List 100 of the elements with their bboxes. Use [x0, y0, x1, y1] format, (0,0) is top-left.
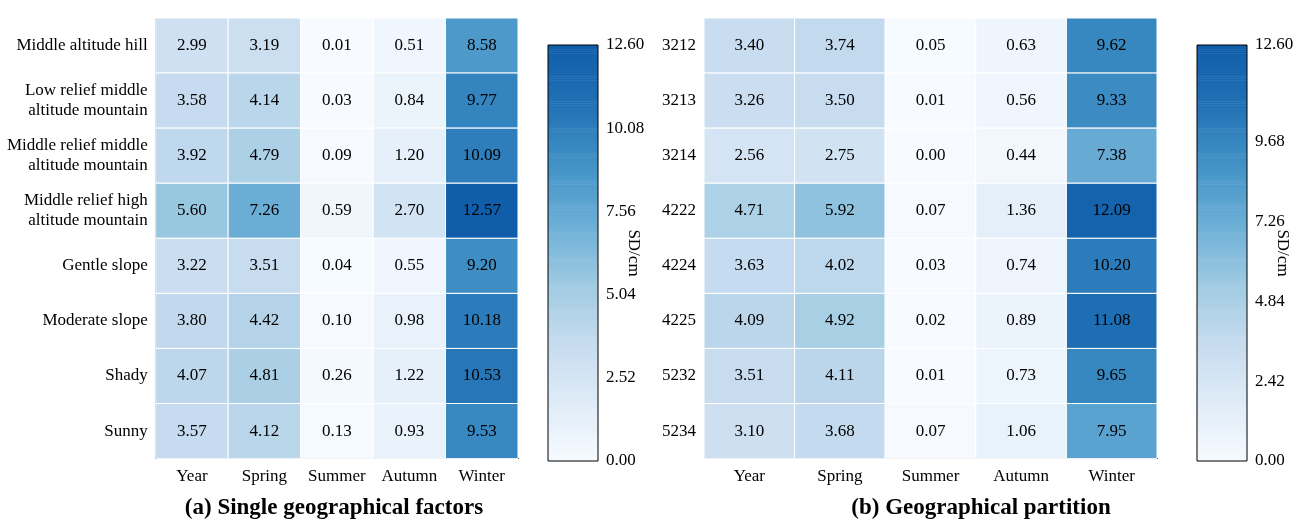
- x-tick-label: Year: [733, 466, 766, 486]
- data-label: 0.98: [394, 310, 425, 330]
- x-tick-label: Autumn: [993, 466, 1050, 486]
- data-label: 3.68: [825, 420, 855, 440]
- data-label: 4.02: [825, 255, 855, 275]
- text: (b) Geographical partition: [850, 494, 1112, 520]
- data-label: 0.03: [915, 255, 946, 275]
- data-label: 10.18: [462, 310, 501, 330]
- data-label: 0.55: [394, 255, 425, 275]
- y-tick-label: 4224: [662, 255, 697, 275]
- data-label: 3.80: [177, 310, 207, 330]
- y-tick-label: 5232: [662, 365, 696, 385]
- data-label: 0.59: [321, 200, 352, 220]
- data-label: 0.10: [321, 310, 352, 330]
- data-label: 0.01: [321, 35, 352, 55]
- x-tick-label: Summer: [901, 466, 960, 486]
- data-label: 5.92: [825, 200, 855, 220]
- y-tick-label: 5234: [662, 420, 697, 440]
- data-label: 0.00: [915, 145, 946, 165]
- data-label: 9.20: [466, 255, 497, 275]
- data-label: 9.77: [466, 90, 498, 110]
- data-label: 3.50: [825, 90, 855, 110]
- data-label: 7.26: [249, 200, 280, 220]
- color-bar-label: 12.60: [1255, 34, 1294, 54]
- data-label: 8.58: [466, 35, 497, 55]
- data-label: 4.79: [249, 145, 280, 165]
- color-bar-label: 2.42: [1255, 370, 1285, 390]
- data-label: 3.74: [825, 35, 856, 55]
- data-label: 4.14: [249, 90, 280, 110]
- data-label: 0.03: [321, 90, 352, 110]
- data-label: 1.20: [394, 145, 425, 165]
- color-bar-label: 9.68: [1255, 130, 1285, 150]
- data-label: 9.62: [1096, 35, 1127, 55]
- data-label: 0.01: [915, 365, 946, 385]
- data-label: 3.63: [734, 255, 765, 275]
- data-label: 0.63: [1006, 35, 1036, 55]
- data-label: 0.13: [321, 420, 352, 440]
- color-bar-title: SD/cm: [1274, 229, 1294, 277]
- data-label: 3.19: [249, 35, 280, 55]
- data-label: 3.22: [177, 255, 207, 275]
- data-label: 2.56: [734, 145, 765, 165]
- data-label: 1.22: [394, 365, 425, 385]
- data-label: 0.07: [915, 200, 946, 220]
- data-label: 7.95: [1096, 420, 1127, 440]
- y-tick-label: 4222: [662, 200, 696, 220]
- color-bar-label: 0.00: [606, 450, 636, 470]
- data-label: 2.99: [177, 35, 207, 55]
- data-label: 11.08: [1092, 310, 1131, 330]
- data-label: 4.92: [825, 310, 855, 330]
- data-label: 0.07: [915, 420, 946, 440]
- data-label: 12.09: [1092, 200, 1131, 220]
- data-label: 3.57: [177, 420, 208, 440]
- data-label: 0.02: [915, 310, 946, 330]
- y-tick-label: Middle relief high altitude mountain: [23, 190, 149, 230]
- data-label: 10.20: [1092, 255, 1131, 275]
- y-tick-label: Moderate slope: [42, 310, 148, 330]
- data-label: 3.92: [177, 145, 207, 165]
- x-tick-label: Spring: [241, 466, 288, 486]
- color-bar-label: 10.08: [606, 117, 645, 137]
- data-label: 4.12: [249, 420, 280, 440]
- data-label: 0.51: [394, 35, 425, 55]
- data-label: 0.05: [915, 35, 946, 55]
- data-label: 4.81: [249, 365, 280, 385]
- y-tick-label: 3214: [662, 145, 697, 165]
- data-label: 5.60: [177, 200, 207, 220]
- data-label: 3.51: [734, 365, 765, 385]
- y-tick-label: Sunny: [104, 420, 149, 440]
- data-label: 9.65: [1096, 365, 1127, 385]
- color-bar-label: 5.04: [606, 284, 637, 304]
- color-bar-label: 2.52: [606, 367, 636, 387]
- y-tick-label: Middle relief middle altitude mountain: [6, 134, 149, 175]
- y-tick-label: Gentle slope: [62, 255, 148, 275]
- y-tick-label: Shady: [105, 365, 149, 385]
- text: (a) Single geographical factors: [183, 494, 485, 520]
- data-label: 10.09: [462, 145, 501, 165]
- color-bar-label: 7.26: [1255, 210, 1285, 230]
- data-label: 0.26: [321, 365, 352, 385]
- data-label: 3.26: [734, 90, 765, 110]
- y-tick-label: 3212: [662, 35, 696, 55]
- color-bar-label: 12.60: [606, 34, 645, 54]
- data-label: 0.93: [394, 420, 425, 440]
- y-tick-label: Middle altitude hill: [16, 35, 148, 55]
- y-tick-label: Low relief middle altitude mountain: [24, 79, 149, 120]
- data-label: 9.53: [466, 420, 497, 440]
- data-label: 0.44: [1006, 145, 1037, 165]
- data-label: 1.36: [1006, 200, 1036, 220]
- data-label: 0.89: [1006, 310, 1036, 330]
- color-bar-label: 0.00: [1255, 450, 1285, 470]
- data-label: 7.38: [1096, 145, 1127, 165]
- data-label: 4.42: [249, 310, 280, 330]
- data-label: 3.10: [734, 420, 765, 440]
- y-tick-label: 3213: [662, 90, 696, 110]
- data-label: 0.74: [1006, 255, 1037, 275]
- data-label: 0.01: [915, 90, 946, 110]
- data-label: 0.84: [394, 90, 425, 110]
- data-label: 4.07: [177, 365, 208, 385]
- x-tick-label: Winter: [1088, 466, 1136, 486]
- color-bar-label: 7.56: [606, 200, 636, 220]
- data-label: 0.09: [321, 145, 352, 165]
- data-label: 2.70: [394, 200, 425, 220]
